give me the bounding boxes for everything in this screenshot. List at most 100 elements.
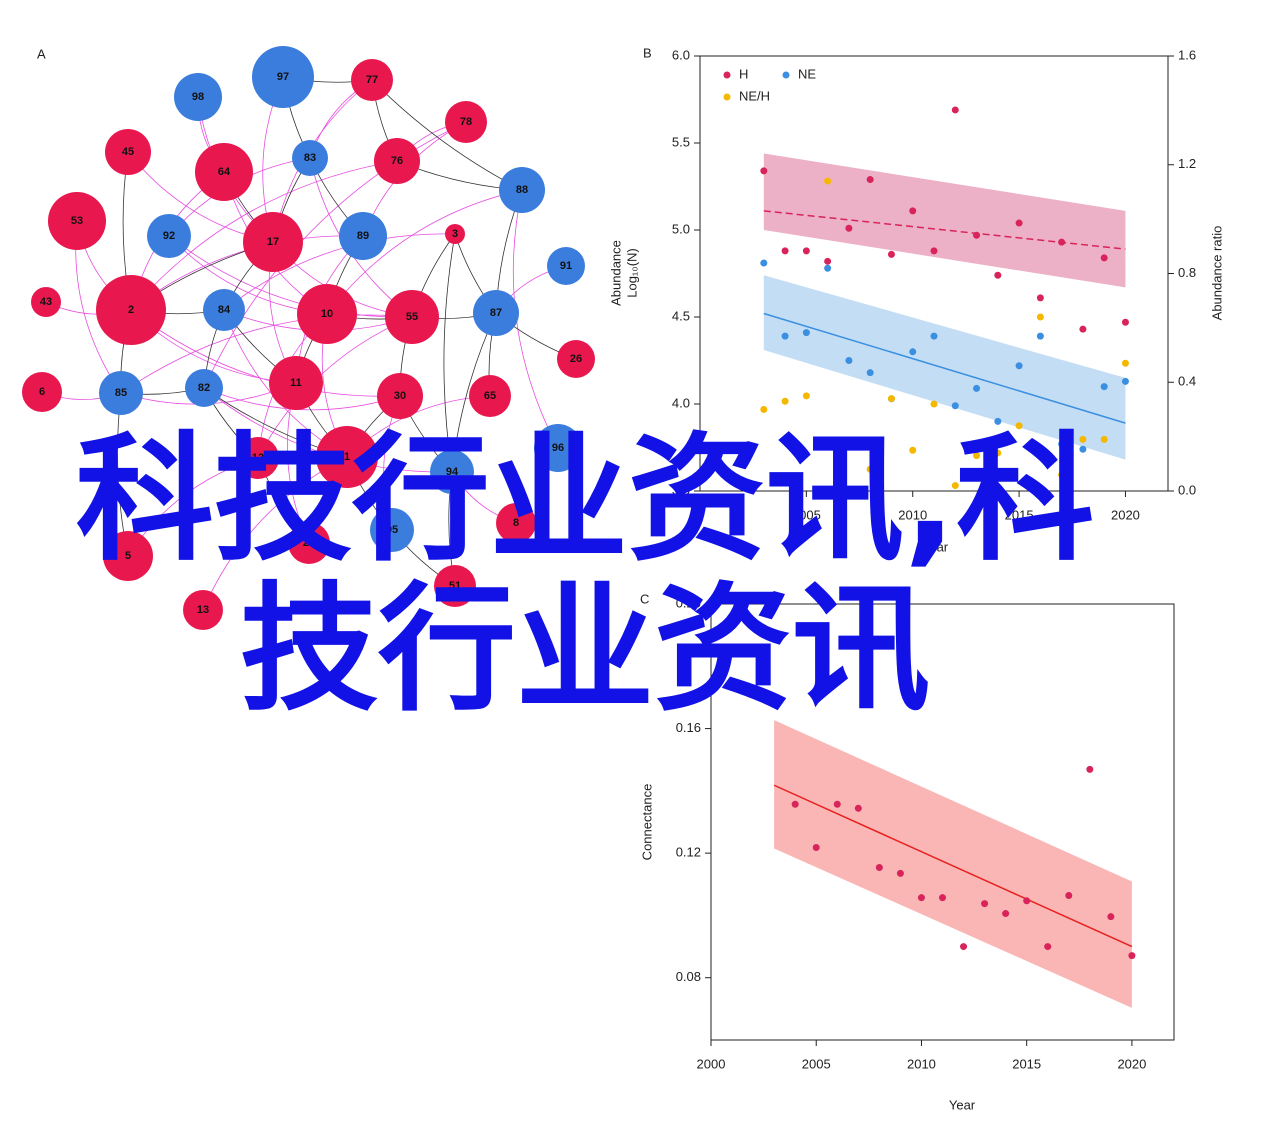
confidence-band xyxy=(763,153,1126,288)
node-label: 83 xyxy=(304,152,316,164)
network-node xyxy=(339,212,387,260)
data-point xyxy=(833,800,841,808)
data-point xyxy=(1079,435,1087,443)
network-edge xyxy=(130,309,401,397)
y-tick-label: 0.20 xyxy=(676,595,701,610)
node-label: 2 xyxy=(128,304,134,316)
data-point xyxy=(1128,952,1136,960)
node-label: 6 xyxy=(39,386,45,398)
network-node xyxy=(385,290,439,344)
data-point xyxy=(845,224,853,232)
data-point xyxy=(1065,891,1073,899)
data-point xyxy=(824,264,832,272)
data-point xyxy=(1015,422,1023,430)
y-axis-label: Connectance xyxy=(639,784,654,861)
network-edge xyxy=(120,314,413,394)
node-label: 96 xyxy=(552,442,564,454)
node-label: 45 xyxy=(122,146,134,158)
data-point xyxy=(760,167,768,175)
data-point xyxy=(1023,897,1031,905)
data-point xyxy=(973,231,981,239)
network-node xyxy=(99,371,143,415)
network-edge xyxy=(168,235,413,318)
x-axis-label: Year xyxy=(949,1097,976,1112)
network-node xyxy=(31,287,61,317)
y-tick-label: 0.08 xyxy=(676,969,701,984)
data-point xyxy=(939,894,946,902)
network-node xyxy=(351,59,393,101)
y2-tick-label: 0.0 xyxy=(1178,482,1196,497)
trend-line xyxy=(773,784,1133,948)
y2-tick-label: 0.4 xyxy=(1178,374,1196,389)
data-point xyxy=(802,247,810,255)
data-point xyxy=(981,900,989,908)
network-node xyxy=(496,503,536,543)
node-label: 17 xyxy=(267,236,279,248)
data-point xyxy=(875,863,883,871)
data-point xyxy=(866,465,874,473)
y2-axis-label: Abundance ratio xyxy=(1209,226,1224,321)
data-point xyxy=(845,438,853,446)
network-node xyxy=(430,450,474,494)
network-node xyxy=(445,101,487,143)
data-point xyxy=(1036,332,1044,340)
panel-label: A xyxy=(37,46,46,61)
data-point xyxy=(802,329,810,337)
network-edge xyxy=(512,189,559,449)
network-node xyxy=(370,508,414,552)
legend-label: NE xyxy=(798,66,816,81)
x-tick-label: 2005 xyxy=(792,507,821,522)
panel-label: C xyxy=(640,591,649,606)
data-point xyxy=(1015,362,1023,370)
data-point xyxy=(1058,238,1066,246)
trend-line xyxy=(763,312,1126,424)
data-point xyxy=(887,250,895,258)
node-label: 97 xyxy=(277,71,289,83)
network-node xyxy=(96,275,166,345)
data-point xyxy=(1121,318,1129,326)
legend-marker xyxy=(723,71,731,79)
data-point xyxy=(791,800,799,808)
data-point xyxy=(930,400,938,408)
legend-marker xyxy=(782,71,790,79)
data-point xyxy=(909,446,917,454)
data-point xyxy=(1086,765,1094,773)
node-label: 55 xyxy=(406,311,418,323)
network-node xyxy=(185,369,223,407)
confidence-band xyxy=(763,275,1126,460)
x-tick-label: 2020 xyxy=(1111,507,1140,522)
node-label: 76 xyxy=(391,155,403,167)
y-tick-label: 6.0 xyxy=(672,47,690,62)
data-point xyxy=(951,402,959,410)
x-tick-label: 2010 xyxy=(898,507,927,522)
node-label: 89 xyxy=(357,230,369,242)
data-point xyxy=(812,844,820,852)
network-edge xyxy=(203,121,467,389)
network-node xyxy=(237,437,279,479)
node-label: 13 xyxy=(197,604,209,616)
data-point xyxy=(824,177,832,185)
network-node xyxy=(445,224,465,244)
data-point xyxy=(887,395,895,403)
confidence-band xyxy=(774,720,1132,1008)
node-label: 43 xyxy=(40,296,52,308)
data-point xyxy=(896,869,904,877)
node-label: 88 xyxy=(516,184,528,196)
data-point xyxy=(845,357,853,364)
node-label: 65 xyxy=(484,390,496,402)
network-node xyxy=(557,340,595,378)
y-tick-label: 5.0 xyxy=(672,221,690,236)
y-tick-label: 0.12 xyxy=(676,845,701,860)
y-axis-label: Abundance xyxy=(608,240,623,306)
network-edge xyxy=(326,189,523,315)
node-label: 5 xyxy=(125,550,131,562)
data-point xyxy=(824,257,832,265)
y-tick-label: 4.5 xyxy=(672,308,690,323)
data-point xyxy=(1058,471,1066,479)
node-label: 51 xyxy=(449,580,461,592)
legend-label: H xyxy=(739,66,748,81)
data-point xyxy=(760,259,768,267)
data-point xyxy=(994,417,1002,425)
data-point xyxy=(930,247,938,255)
data-point xyxy=(760,405,768,413)
